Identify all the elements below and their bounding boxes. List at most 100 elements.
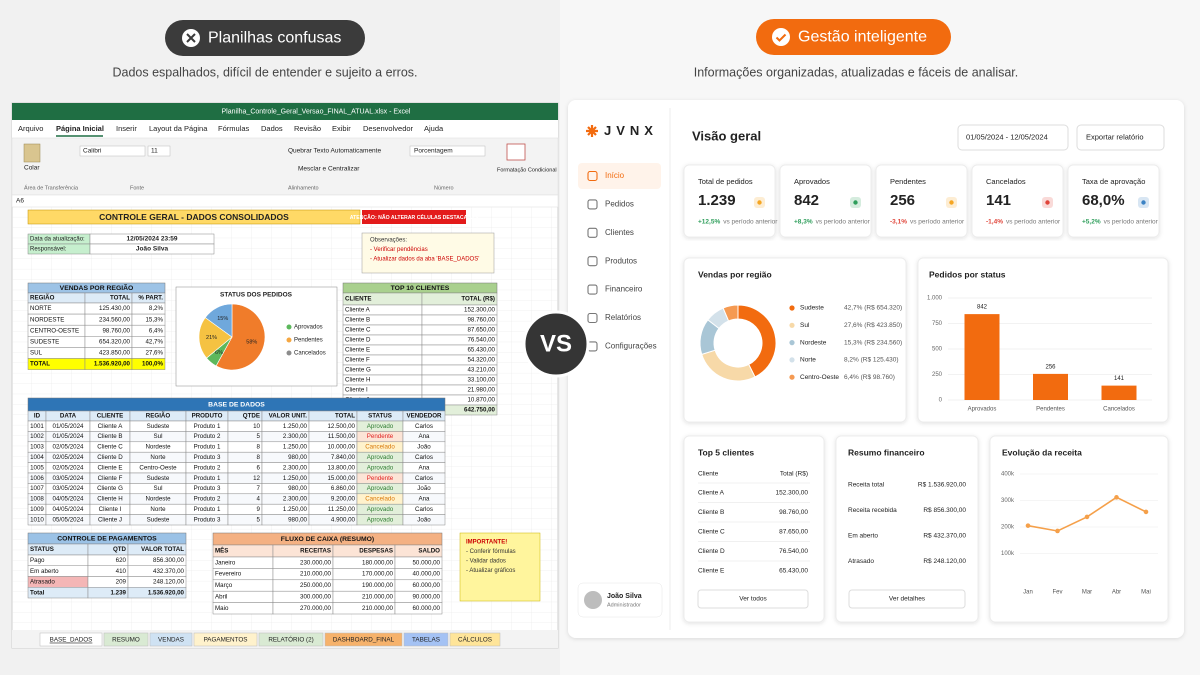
sheet-tab-label: DASHBOARD_FINAL	[333, 637, 395, 644]
cell-text: Carlos	[415, 423, 433, 430]
cell-text: 40.000,00	[412, 571, 440, 578]
kpi-value: 842	[794, 192, 819, 209]
cell-text: 1.250,00	[283, 475, 308, 482]
nav-item[interactable]: Configurações	[605, 342, 657, 351]
x-tick-label: Aprovados	[968, 407, 997, 413]
cell-text: Atrasado	[30, 579, 55, 586]
cell-text: 125.430,00	[99, 305, 131, 312]
cell-text: 04/05/2024	[53, 506, 85, 513]
x-tick-label: Pendentes	[1036, 407, 1065, 413]
sheet-tab[interactable]	[149, 632, 193, 647]
cell-text: 4	[257, 496, 261, 503]
cell-text: STATUS	[30, 546, 54, 553]
cell-text: Maio	[215, 605, 229, 612]
point	[1025, 523, 1031, 528]
table-title: BASE DE DADOS	[208, 401, 265, 408]
point	[1055, 528, 1060, 534]
sheet-tab[interactable]	[193, 632, 258, 647]
cell-text: TOTAL	[110, 295, 130, 302]
cell-text: Cliente J	[98, 516, 122, 523]
cell-text: Janeiro	[215, 559, 236, 566]
x-icon-mark	[186, 33, 196, 43]
nav-item[interactable]: Relatórios	[605, 313, 641, 322]
cell-text: DESPESAS	[359, 548, 393, 555]
cell-text: Centro-Oeste	[139, 464, 177, 471]
legend-value: 15,3% (R$ 234.560)	[844, 339, 902, 346]
cell-text: Produto 2	[194, 496, 221, 503]
kpi-value: 256	[890, 192, 915, 209]
export-button[interactable]	[1076, 124, 1165, 151]
sheet-tab[interactable]	[103, 632, 149, 647]
cell-text: Cancelado	[365, 444, 395, 451]
menu-item: Layout da Página	[149, 124, 208, 133]
sheet-tab[interactable]	[403, 632, 449, 647]
nav-item[interactable]: Pedidos	[605, 200, 634, 209]
note-line: - Verificar pendências	[370, 247, 428, 253]
button[interactable]	[697, 589, 809, 609]
sheet-tab[interactable]	[39, 632, 103, 647]
cell-text: 180.000,00	[362, 559, 394, 566]
cell-text: 980,00	[288, 454, 307, 461]
card-title: Pedidos por status	[929, 269, 1006, 279]
info-label: Responsável:	[30, 247, 67, 253]
vs-circle	[522, 310, 590, 378]
logo-icon	[586, 125, 598, 137]
cell-text: 410	[116, 568, 127, 575]
legend-dot	[789, 357, 795, 363]
cell-text: 27,6%	[145, 350, 163, 357]
sheet-tab-label: CÁLCULOS	[458, 635, 492, 644]
table-title: FLUXO DE CAIXA (RESUMO)	[281, 536, 374, 543]
note-line: Observações:	[370, 238, 407, 244]
kpi-icon-dot	[1045, 200, 1050, 205]
legend-value: 6,4% (R$ 98.760)	[844, 374, 895, 381]
cell-text: 05/05/2024	[53, 516, 85, 523]
cell-text: Cliente E	[345, 347, 370, 354]
nav-active-bg	[578, 163, 661, 189]
nav-item[interactable]: Financeiro	[605, 285, 643, 294]
button-label: Ver todos	[739, 596, 767, 603]
legend-dot	[789, 305, 795, 311]
cell-text: Pago	[30, 557, 45, 564]
conditional-icon	[506, 143, 526, 161]
slice-label: 15%	[217, 316, 228, 322]
nav-item[interactable]: Clientes	[605, 228, 634, 237]
kpi-value: 68,0%	[1082, 192, 1125, 209]
window-title: Planilha_Controle_Geral_Versao_FINAL_ATU…	[222, 108, 411, 115]
legend-dot	[789, 374, 795, 380]
point	[1114, 495, 1119, 500]
cell-text: 210.000,00	[362, 594, 394, 601]
cell-text: DATA	[60, 413, 77, 420]
user-name: João Silva	[607, 593, 642, 600]
button[interactable]	[848, 589, 966, 609]
menu-item: Dados	[261, 124, 283, 133]
cell-text: 4.900,00	[331, 516, 356, 523]
cell-text: 1005	[30, 464, 44, 471]
cell-text: 2.300,00	[283, 433, 308, 440]
sheet-tab[interactable]	[258, 632, 324, 647]
cell-text: Cliente A	[345, 307, 371, 314]
ribbon-label: Mesclar e Centralizar	[298, 166, 360, 173]
info-value-bg	[89, 243, 215, 255]
cell-text: Carlos	[415, 454, 433, 461]
cell-text: Produto 2	[194, 464, 221, 471]
cell-text: SUL	[30, 350, 43, 357]
cell-text: Produto 3	[194, 454, 221, 461]
cell-text: 01/05/2024	[53, 423, 85, 430]
col-head: Cliente	[698, 471, 719, 478]
date-picker[interactable]	[957, 124, 1069, 151]
cell-text: Sul	[154, 433, 163, 440]
cell-text: 10.000,00	[327, 444, 355, 451]
nav-item[interactable]: Produtos	[605, 256, 637, 265]
sheet-tab[interactable]	[449, 632, 501, 647]
nav-item[interactable]: Início	[605, 171, 625, 180]
x-tick-label: Jan	[1023, 590, 1033, 596]
cell-text: ID	[34, 413, 41, 420]
finance-label: Em aberto	[848, 533, 878, 540]
kpi-label: Pendentes	[890, 177, 926, 186]
finance-value: R$ 1.536.920,00	[918, 482, 966, 489]
logo: JVNX	[604, 123, 658, 138]
cell-ref: A6	[16, 198, 24, 205]
kpi-icon-dot	[949, 200, 954, 205]
sheet-tab[interactable]	[324, 632, 403, 647]
